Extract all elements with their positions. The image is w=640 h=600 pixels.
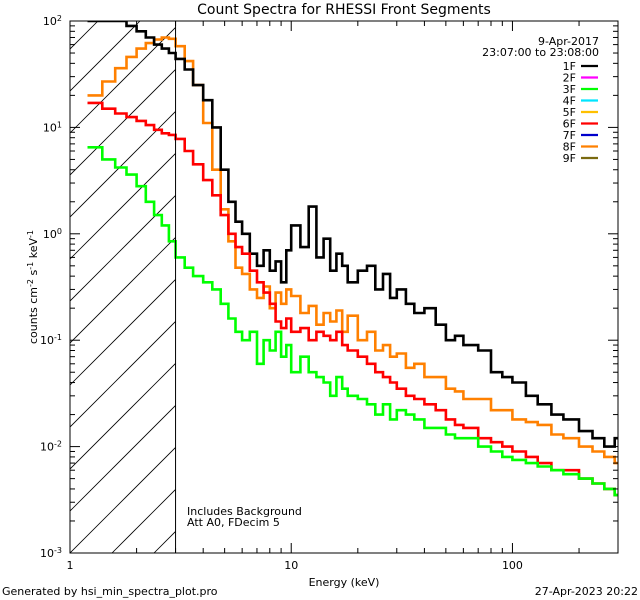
- series-3F-line: [87, 146, 618, 497]
- series-group: [87, 21, 618, 497]
- hatch-line: [448, 21, 640, 553]
- legend-label-8F: 8F: [563, 141, 576, 154]
- y-tick-label: 10-1: [40, 333, 62, 348]
- y-tick-label: 101: [43, 120, 62, 135]
- annotation-background: Includes Background: [187, 505, 302, 518]
- series-1F-line: [87, 21, 618, 448]
- footer-generated-by: Generated by hsi_min_spectra_plot.pro: [2, 585, 218, 598]
- date-label: 9-Apr-2017: [538, 35, 599, 48]
- hatch-line: [406, 21, 640, 553]
- y-axis-ticks: 10-3 10-2 10-1 100 101 102: [40, 14, 618, 561]
- x-tick-label: 1: [67, 559, 74, 572]
- x-axis-ticks: 1 10 100: [67, 21, 619, 572]
- hatch-line: [70, 446, 176, 553]
- legend-label-2F: 2F: [563, 72, 576, 85]
- y-tick-label: 10-3: [40, 546, 62, 561]
- hatch-line: [70, 362, 176, 470]
- legend-label-4F: 4F: [563, 95, 576, 108]
- legend-label-1F: 1F: [563, 60, 576, 73]
- footer-timestamp: 27-Apr-2023 20:22: [535, 585, 638, 598]
- y-tick-label: 100: [43, 226, 62, 241]
- background-hatch-region: [0, 21, 640, 553]
- hatch-line: [70, 21, 99, 50]
- chart-title: Count Spectra for RHESSI Front Segments: [197, 2, 491, 18]
- hatch-line: [70, 320, 176, 428]
- legend-label-3F: 3F: [563, 83, 576, 96]
- hatch-line: [70, 26, 176, 134]
- hatch-line: [0, 21, 14, 553]
- y-axis-label: counts cm-2 s-1 keV-1: [26, 230, 41, 344]
- x-tick-label: 100: [502, 559, 523, 572]
- legend-label-7F: 7F: [563, 129, 576, 142]
- annotation-attenuator: Att A0, FDecim 5: [187, 516, 280, 529]
- hatch-line: [364, 21, 640, 553]
- x-axis-label: Energy (keV): [309, 576, 380, 589]
- legend-label-6F: 6F: [563, 118, 576, 131]
- hatch-line: [70, 194, 176, 302]
- hatch-line: [70, 152, 176, 260]
- hatch-line: [70, 278, 176, 386]
- series-6F-line: [87, 101, 618, 497]
- plot-frame: [69, 20, 619, 554]
- hatch-line: [616, 21, 640, 553]
- legend-label-5F: 5F: [563, 106, 576, 119]
- y-tick-label: 10-2: [40, 439, 62, 454]
- hatch-line: [70, 68, 176, 176]
- legend-label-9F: 9F: [563, 152, 576, 165]
- hatch-line: [70, 236, 176, 344]
- hatch-line: [70, 404, 176, 512]
- time-range-label: 23:07:00 to 23:08:00: [482, 46, 599, 59]
- series-8F-line: [87, 36, 618, 465]
- x-tick-label: 10: [284, 559, 298, 572]
- y-tick-label: 102: [43, 14, 62, 29]
